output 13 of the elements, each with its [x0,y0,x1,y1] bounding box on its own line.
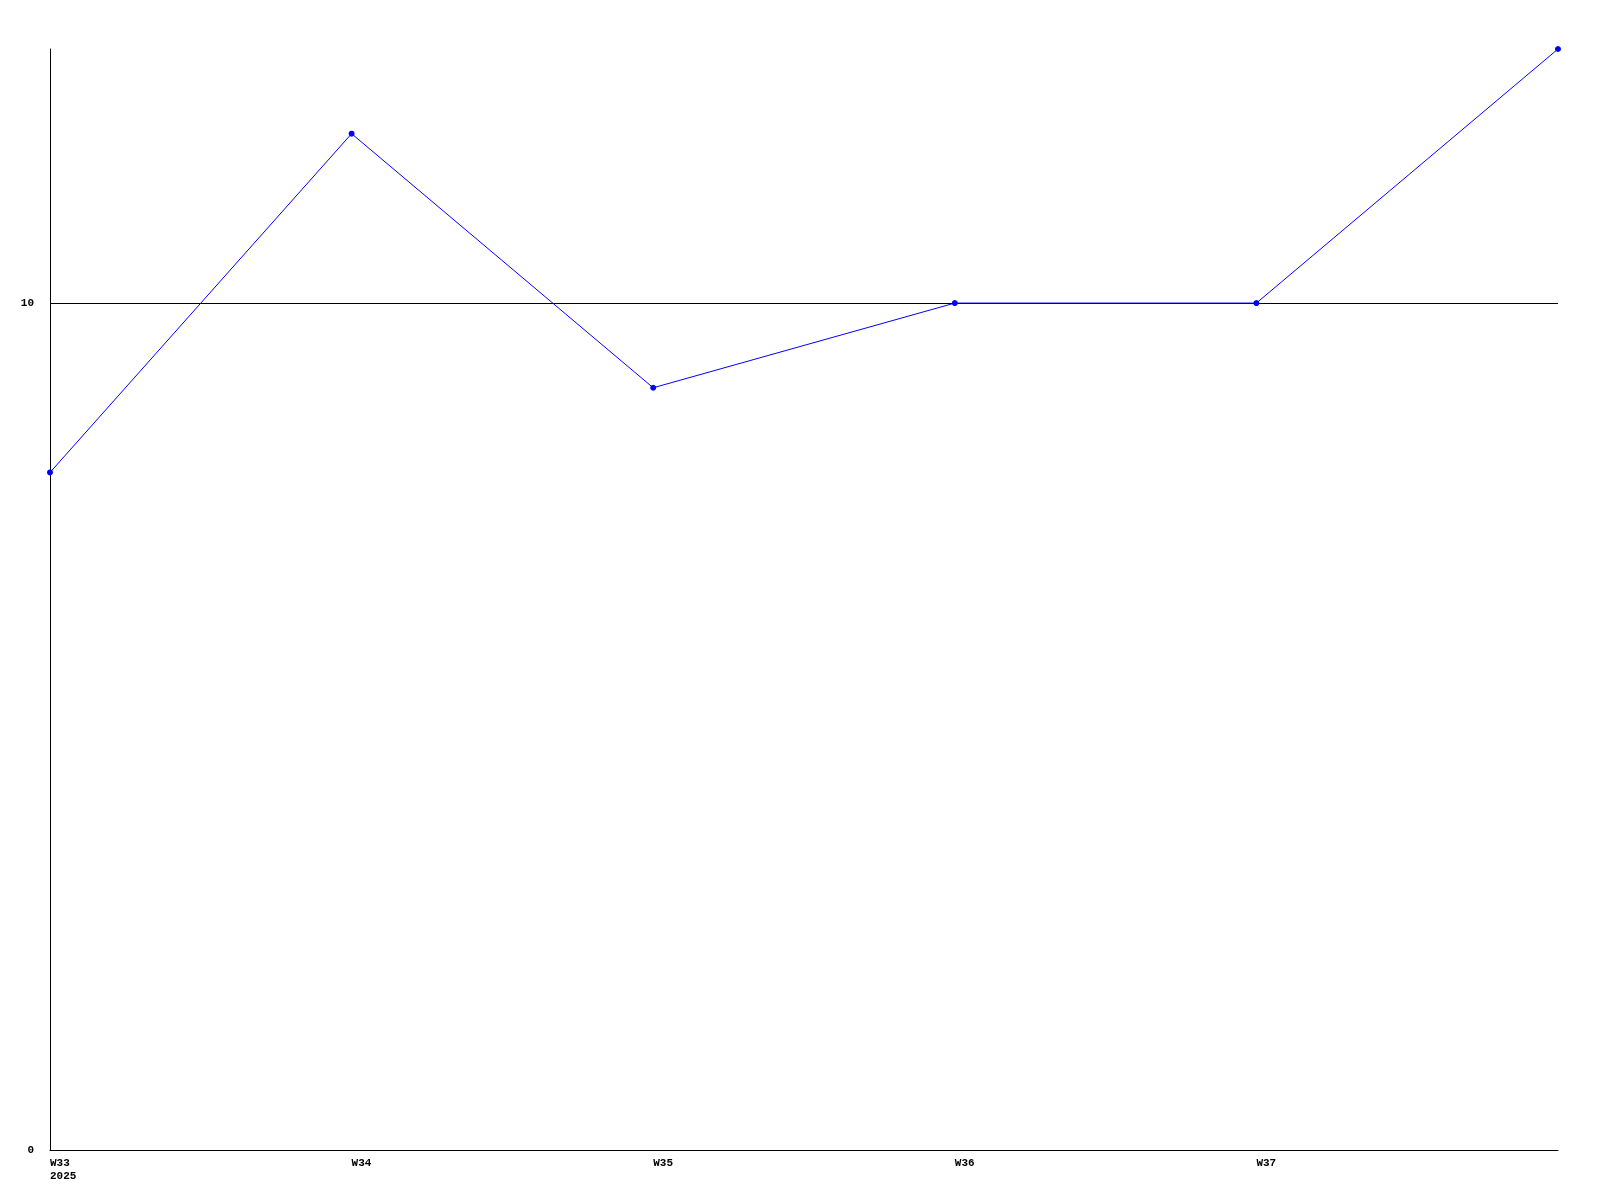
x-tick-label: W36 [954,1156,975,1169]
x-tick-label: W37 [1256,1156,1277,1169]
point [650,384,657,391]
point [1555,46,1561,52]
point [348,130,355,137]
x-tick-label: W35 [653,1156,674,1169]
y-tick-label: 0 [27,1144,34,1156]
point [47,469,53,476]
point [951,300,958,307]
x-tick-label: W33 2025 [50,1156,77,1182]
point [1253,300,1260,307]
y-tick-label: 10 [20,297,34,310]
x-tick-label: W34 [351,1156,372,1169]
